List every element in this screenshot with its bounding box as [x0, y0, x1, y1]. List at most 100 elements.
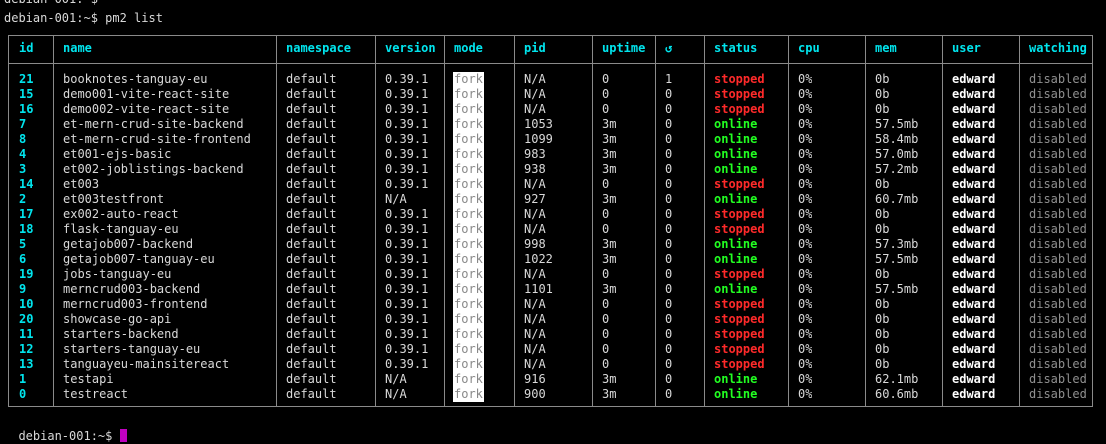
cell-id: 18	[19, 222, 34, 236]
cell-id: 14	[19, 177, 34, 191]
cell-cpu: 0%	[798, 387, 813, 401]
cell-mode: fork	[453, 132, 484, 147]
table-row: 17 ex002-auto-react default 0.39.1 fork N/A 0 0…	[9, 207, 1092, 222]
cell-namespace: default	[286, 117, 337, 131]
cell-uptime: 0	[602, 327, 610, 341]
cell-namespace: default	[286, 387, 337, 401]
table-row: 18 flask-tanguay-eu default 0.39.1 fork N/A 0 0…	[9, 222, 1092, 237]
cell-cpu: 0%	[798, 117, 813, 131]
cell-status: online	[714, 117, 758, 131]
column-separator	[444, 36, 445, 406]
cell-watching: disabled	[1029, 282, 1087, 296]
cell-namespace: default	[286, 192, 337, 206]
cell-status: stopped	[714, 87, 765, 101]
cell-namespace: default	[286, 132, 337, 146]
current-prompt[interactable]: debian-001:~$	[4, 414, 127, 443]
cell-id: 13	[19, 357, 34, 371]
cell-version: 0.39.1	[385, 147, 429, 161]
cell-name: jobs-tanguay-eu	[63, 267, 172, 281]
cell-cpu: 0%	[798, 237, 813, 251]
cell-watching: disabled	[1029, 87, 1087, 101]
cell-user: edward	[952, 177, 996, 191]
cell-restarts: 0	[665, 297, 673, 311]
cell-id: 6	[19, 252, 27, 266]
cell-namespace: default	[286, 147, 337, 161]
table-row: 7 et-mern-crud-site-backend default 0.39.1 f…	[9, 117, 1092, 132]
cell-namespace: default	[286, 342, 337, 356]
cell-mem: 60.6mb	[875, 387, 919, 401]
cell-cpu: 0%	[798, 252, 813, 266]
column-separator	[1019, 36, 1020, 406]
cell-user: edward	[952, 387, 996, 401]
cell-user: edward	[952, 117, 996, 131]
cell-uptime: 3m	[602, 147, 617, 161]
cell-user: edward	[952, 87, 996, 101]
cell-restarts: 0	[665, 102, 673, 116]
table-row: 20 showcase-go-api default 0.39.1 fork N/A 0 0 s…	[9, 312, 1092, 327]
cell-restarts: 0	[665, 87, 673, 101]
column-separator	[375, 36, 376, 406]
cell-status: online	[714, 282, 758, 296]
cell-restarts: 0	[665, 192, 673, 206]
cell-pid: N/A	[524, 72, 546, 86]
cell-watching: disabled	[1029, 237, 1087, 251]
cell-mem: 0b	[875, 177, 890, 191]
cell-version: 0.39.1	[385, 72, 429, 86]
table-row: 0 testreact default N/A fork 900 3m 0 online 0% 60…	[9, 387, 1092, 402]
cell-watching: disabled	[1029, 102, 1087, 116]
cell-pid: N/A	[524, 177, 546, 191]
cell-pid: N/A	[524, 297, 546, 311]
cell-uptime: 3m	[602, 117, 617, 131]
cell-mem: 58.4mb	[875, 132, 919, 146]
cell-user: edward	[952, 222, 996, 236]
cell-watching: disabled	[1029, 312, 1087, 326]
cell-user: edward	[952, 252, 996, 266]
cell-status: stopped	[714, 207, 765, 221]
cell-cpu: 0%	[798, 207, 813, 221]
cell-mode: fork	[453, 102, 484, 117]
cell-user: edward	[952, 372, 996, 386]
cell-version: 0.39.1	[385, 327, 429, 341]
cell-status: online	[714, 147, 758, 161]
cell-user: edward	[952, 207, 996, 221]
cell-version: N/A	[385, 192, 407, 206]
cell-restarts: 0	[665, 237, 673, 251]
cell-restarts: 0	[665, 132, 673, 146]
column-separator	[276, 36, 277, 406]
cell-name: et001-ejs-basic	[63, 147, 172, 161]
cell-mode: fork	[453, 87, 484, 102]
cell-id: 12	[19, 342, 34, 356]
cell-version: 0.39.1	[385, 312, 429, 326]
cell-uptime: 3m	[602, 192, 617, 206]
cell-pid: N/A	[524, 267, 546, 281]
column-header-restarts: ↺	[665, 41, 673, 55]
cell-status: online	[714, 252, 758, 266]
cell-id: 7	[19, 117, 27, 131]
cell-uptime: 3m	[602, 282, 617, 296]
cell-user: edward	[952, 297, 996, 311]
cell-namespace: default	[286, 282, 337, 296]
cell-id: 2	[19, 192, 27, 206]
column-header-pid: pid	[524, 41, 546, 55]
cell-version: 0.39.1	[385, 342, 429, 356]
cell-version: 0.39.1	[385, 357, 429, 371]
cell-uptime: 0	[602, 267, 610, 281]
cell-watching: disabled	[1029, 147, 1087, 161]
header-separator	[9, 63, 1092, 64]
column-header-cpu: cpu	[798, 41, 820, 55]
cell-cpu: 0%	[798, 327, 813, 341]
cell-watching: disabled	[1029, 267, 1087, 281]
cell-id: 3	[19, 162, 27, 176]
cell-pid: 998	[524, 237, 546, 251]
cell-mode: fork	[453, 267, 484, 282]
table-row: 11 starters-backend default 0.39.1 fork N/A 0 0…	[9, 327, 1092, 342]
cell-namespace: default	[286, 297, 337, 311]
cell-mode: fork	[453, 162, 484, 177]
cell-status: stopped	[714, 342, 765, 356]
cell-name: ex002-auto-react	[63, 207, 179, 221]
cell-id: 15	[19, 87, 34, 101]
column-header-namespace: namespace	[286, 41, 352, 55]
cell-pid: 916	[524, 372, 546, 386]
cell-restarts: 0	[665, 372, 673, 386]
cell-mode: fork	[453, 147, 484, 162]
